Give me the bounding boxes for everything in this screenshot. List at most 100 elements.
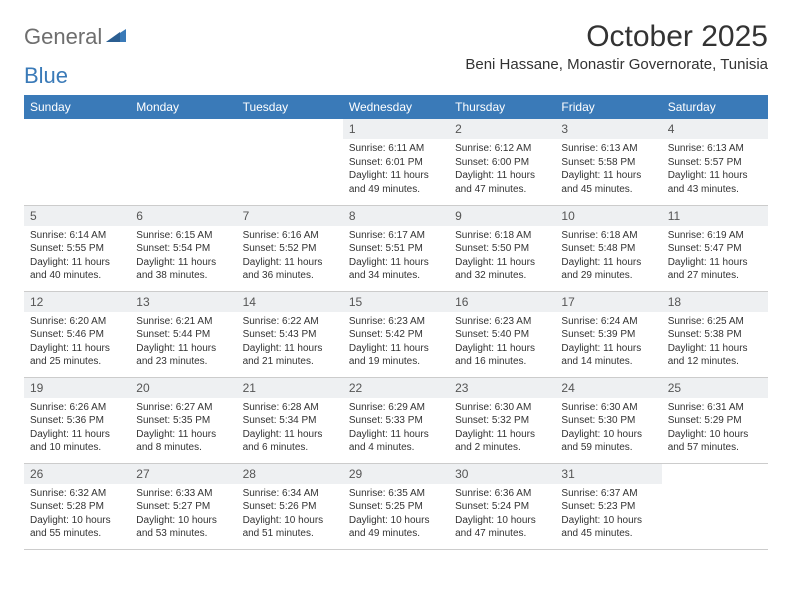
sunset-text: Sunset: 5:27 PM xyxy=(136,500,230,514)
sunset-text: Sunset: 5:58 PM xyxy=(561,156,655,170)
sunrise-text: Sunrise: 6:18 AM xyxy=(455,229,549,243)
sunrise-text: Sunrise: 6:19 AM xyxy=(668,229,762,243)
daylight-line1: Daylight: 10 hours xyxy=(349,514,443,528)
daylight-line2: and 49 minutes. xyxy=(349,527,443,541)
sunset-text: Sunset: 5:40 PM xyxy=(455,328,549,342)
daylight-line2: and 45 minutes. xyxy=(561,183,655,197)
daylight-line2: and 6 minutes. xyxy=(243,441,337,455)
sunset-text: Sunset: 5:52 PM xyxy=(243,242,337,256)
daylight-line2: and 10 minutes. xyxy=(30,441,124,455)
sunset-text: Sunset: 5:46 PM xyxy=(30,328,124,342)
day-details: Sunrise: 6:26 AMSunset: 5:36 PMDaylight:… xyxy=(24,398,130,459)
calendar-day-cell: 31Sunrise: 6:37 AMSunset: 5:23 PMDayligh… xyxy=(555,463,661,549)
day-details: Sunrise: 6:22 AMSunset: 5:43 PMDaylight:… xyxy=(237,312,343,373)
daylight-line1: Daylight: 11 hours xyxy=(349,428,443,442)
sunrise-text: Sunrise: 6:15 AM xyxy=(136,229,230,243)
calendar-day-cell: 14Sunrise: 6:22 AMSunset: 5:43 PMDayligh… xyxy=(237,291,343,377)
daylight-line2: and 21 minutes. xyxy=(243,355,337,369)
daylight-line1: Daylight: 11 hours xyxy=(243,342,337,356)
sunset-text: Sunset: 5:47 PM xyxy=(668,242,762,256)
sunset-text: Sunset: 5:48 PM xyxy=(561,242,655,256)
sunrise-text: Sunrise: 6:20 AM xyxy=(30,315,124,329)
sunset-text: Sunset: 6:01 PM xyxy=(349,156,443,170)
day-number: 2 xyxy=(449,119,555,139)
day-number: 3 xyxy=(555,119,661,139)
daylight-line1: Daylight: 10 hours xyxy=(30,514,124,528)
day-details: Sunrise: 6:13 AMSunset: 5:57 PMDaylight:… xyxy=(662,139,768,200)
brand-part2: Blue xyxy=(24,63,68,89)
sunset-text: Sunset: 5:35 PM xyxy=(136,414,230,428)
sunrise-text: Sunrise: 6:31 AM xyxy=(668,401,762,415)
day-details: Sunrise: 6:21 AMSunset: 5:44 PMDaylight:… xyxy=(130,312,236,373)
calendar-day-cell: 4Sunrise: 6:13 AMSunset: 5:57 PMDaylight… xyxy=(662,119,768,205)
calendar-day-cell xyxy=(130,119,236,205)
daylight-line2: and 49 minutes. xyxy=(349,183,443,197)
day-number: 8 xyxy=(343,206,449,226)
calendar-day-cell: 22Sunrise: 6:29 AMSunset: 5:33 PMDayligh… xyxy=(343,377,449,463)
day-number: 12 xyxy=(24,292,130,312)
day-details: Sunrise: 6:34 AMSunset: 5:26 PMDaylight:… xyxy=(237,484,343,545)
sunrise-text: Sunrise: 6:13 AM xyxy=(668,142,762,156)
day-number: 13 xyxy=(130,292,236,312)
calendar-week-row: 1Sunrise: 6:11 AMSunset: 6:01 PMDaylight… xyxy=(24,119,768,205)
day-details: Sunrise: 6:32 AMSunset: 5:28 PMDaylight:… xyxy=(24,484,130,545)
calendar-day-cell: 8Sunrise: 6:17 AMSunset: 5:51 PMDaylight… xyxy=(343,205,449,291)
calendar-day-cell: 15Sunrise: 6:23 AMSunset: 5:42 PMDayligh… xyxy=(343,291,449,377)
daylight-line1: Daylight: 11 hours xyxy=(455,256,549,270)
daylight-line2: and 29 minutes. xyxy=(561,269,655,283)
sunrise-text: Sunrise: 6:13 AM xyxy=(561,142,655,156)
sunrise-text: Sunrise: 6:25 AM xyxy=(668,315,762,329)
sunrise-text: Sunrise: 6:24 AM xyxy=(561,315,655,329)
calendar-header-row: SundayMondayTuesdayWednesdayThursdayFrid… xyxy=(24,95,768,119)
day-details: Sunrise: 6:35 AMSunset: 5:25 PMDaylight:… xyxy=(343,484,449,545)
daylight-line1: Daylight: 11 hours xyxy=(455,342,549,356)
daylight-line2: and 40 minutes. xyxy=(30,269,124,283)
day-details: Sunrise: 6:23 AMSunset: 5:42 PMDaylight:… xyxy=(343,312,449,373)
sunset-text: Sunset: 5:36 PM xyxy=(30,414,124,428)
day-number: 9 xyxy=(449,206,555,226)
sunrise-text: Sunrise: 6:28 AM xyxy=(243,401,337,415)
calendar-day-cell: 17Sunrise: 6:24 AMSunset: 5:39 PMDayligh… xyxy=(555,291,661,377)
calendar-week-row: 19Sunrise: 6:26 AMSunset: 5:36 PMDayligh… xyxy=(24,377,768,463)
sunrise-text: Sunrise: 6:37 AM xyxy=(561,487,655,501)
calendar-day-cell: 2Sunrise: 6:12 AMSunset: 6:00 PMDaylight… xyxy=(449,119,555,205)
day-number: 24 xyxy=(555,378,661,398)
daylight-line2: and 12 minutes. xyxy=(668,355,762,369)
sunrise-text: Sunrise: 6:23 AM xyxy=(455,315,549,329)
calendar-day-cell: 27Sunrise: 6:33 AMSunset: 5:27 PMDayligh… xyxy=(130,463,236,549)
daylight-line2: and 25 minutes. xyxy=(30,355,124,369)
sunset-text: Sunset: 5:34 PM xyxy=(243,414,337,428)
day-details: Sunrise: 6:14 AMSunset: 5:55 PMDaylight:… xyxy=(24,226,130,287)
calendar-day-cell: 3Sunrise: 6:13 AMSunset: 5:58 PMDaylight… xyxy=(555,119,661,205)
daylight-line2: and 53 minutes. xyxy=(136,527,230,541)
calendar-day-cell: 29Sunrise: 6:35 AMSunset: 5:25 PMDayligh… xyxy=(343,463,449,549)
day-details: Sunrise: 6:11 AMSunset: 6:01 PMDaylight:… xyxy=(343,139,449,200)
day-number: 28 xyxy=(237,464,343,484)
day-number: 10 xyxy=(555,206,661,226)
month-title: October 2025 xyxy=(465,20,768,54)
daylight-line1: Daylight: 11 hours xyxy=(136,428,230,442)
calendar-day-cell: 23Sunrise: 6:30 AMSunset: 5:32 PMDayligh… xyxy=(449,377,555,463)
daylight-line2: and 32 minutes. xyxy=(455,269,549,283)
daylight-line2: and 47 minutes. xyxy=(455,527,549,541)
calendar-day-cell: 5Sunrise: 6:14 AMSunset: 5:55 PMDaylight… xyxy=(24,205,130,291)
daylight-line1: Daylight: 11 hours xyxy=(349,342,443,356)
sunset-text: Sunset: 5:44 PM xyxy=(136,328,230,342)
sunrise-text: Sunrise: 6:35 AM xyxy=(349,487,443,501)
day-number: 18 xyxy=(662,292,768,312)
day-number: 1 xyxy=(343,119,449,139)
calendar-day-cell: 6Sunrise: 6:15 AMSunset: 5:54 PMDaylight… xyxy=(130,205,236,291)
brand-part1: General xyxy=(24,24,102,50)
daylight-line2: and 19 minutes. xyxy=(349,355,443,369)
day-number: 29 xyxy=(343,464,449,484)
sunset-text: Sunset: 5:32 PM xyxy=(455,414,549,428)
day-number: 26 xyxy=(24,464,130,484)
day-details: Sunrise: 6:30 AMSunset: 5:30 PMDaylight:… xyxy=(555,398,661,459)
day-number: 30 xyxy=(449,464,555,484)
daylight-line1: Daylight: 11 hours xyxy=(136,256,230,270)
daylight-line2: and 2 minutes. xyxy=(455,441,549,455)
sunrise-text: Sunrise: 6:34 AM xyxy=(243,487,337,501)
sunset-text: Sunset: 5:25 PM xyxy=(349,500,443,514)
day-details: Sunrise: 6:12 AMSunset: 6:00 PMDaylight:… xyxy=(449,139,555,200)
day-header: Saturday xyxy=(662,95,768,119)
